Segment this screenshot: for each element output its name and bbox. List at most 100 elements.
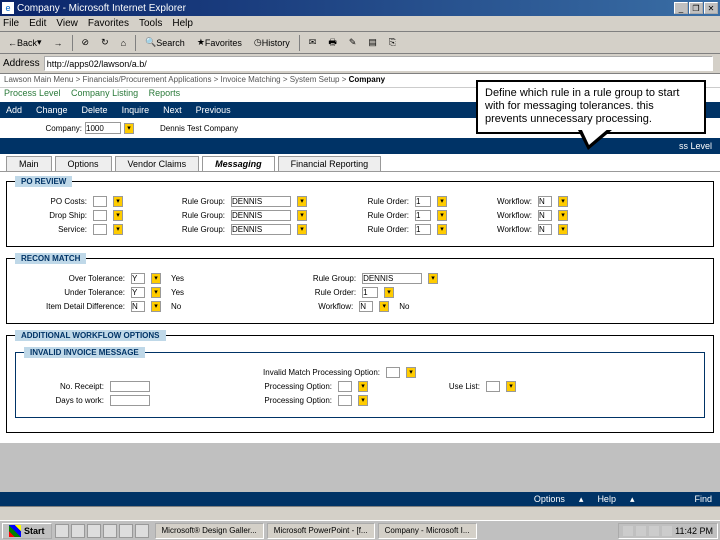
dd-icon[interactable]: ▾	[151, 287, 161, 298]
close-button[interactable]: ✕	[704, 2, 718, 14]
tab-messaging[interactable]: Messaging	[202, 156, 275, 171]
service-input[interactable]	[93, 224, 107, 235]
rule-order-input[interactable]	[415, 224, 431, 235]
no-receipt-input[interactable]	[110, 381, 150, 392]
action-previous[interactable]: Previous	[196, 105, 231, 115]
rel-button[interactable]: ⎘	[384, 34, 401, 52]
quicklaunch-icon[interactable]	[119, 524, 133, 538]
invalid-match-input[interactable]	[386, 367, 400, 378]
restore-button[interactable]: ❐	[689, 2, 703, 14]
rule-group-input[interactable]	[231, 224, 291, 235]
action-inquire[interactable]: Inquire	[122, 105, 150, 115]
quicklaunch-icon[interactable]	[135, 524, 149, 538]
dd-icon[interactable]: ▾	[113, 224, 123, 235]
item-diff-input[interactable]	[131, 301, 145, 312]
favorites-button[interactable]: ★Favorites	[192, 34, 247, 52]
tab-main[interactable]: Main	[6, 156, 52, 171]
dd-icon[interactable]: ▾	[151, 301, 161, 312]
proc-option-input[interactable]	[338, 381, 352, 392]
subnav-company-listing[interactable]: Company Listing	[71, 88, 138, 98]
dd-icon[interactable]: ▾	[358, 381, 368, 392]
address-input[interactable]	[44, 56, 713, 71]
menu-edit[interactable]: Edit	[29, 18, 46, 29]
tab-financial[interactable]: Financial Reporting	[278, 156, 382, 171]
use-list-input[interactable]	[486, 381, 500, 392]
subnav-reports[interactable]: Reports	[149, 88, 181, 98]
discuss-button[interactable]: ▤	[363, 34, 382, 52]
home-button[interactable]: ⌂	[116, 34, 131, 52]
dd-icon[interactable]: ▾	[379, 301, 389, 312]
mail-button[interactable]: ✉	[304, 34, 322, 52]
dd-icon[interactable]: ▾	[358, 395, 368, 406]
subnav-process-level[interactable]: Process Level	[4, 88, 61, 98]
action-delete[interactable]: Delete	[82, 105, 108, 115]
dd-icon[interactable]: ▾	[151, 273, 161, 284]
menu-file[interactable]: File	[3, 18, 19, 29]
dd-icon[interactable]: ▾	[406, 367, 416, 378]
bottom-options[interactable]: Options	[534, 494, 565, 504]
workflow-input[interactable]	[538, 196, 552, 207]
back-button[interactable]: ← Back ▾	[3, 34, 47, 52]
dd-icon[interactable]: ▾	[297, 224, 307, 235]
days-input[interactable]	[110, 395, 150, 406]
history-button[interactable]: ◷History	[249, 34, 295, 52]
company-input[interactable]	[85, 122, 121, 134]
start-button[interactable]: Start	[2, 523, 52, 539]
rule-group-input[interactable]	[362, 273, 422, 284]
dd-icon[interactable]: ▾	[428, 273, 438, 284]
menu-favorites[interactable]: Favorites	[88, 18, 129, 29]
company-dd-icon[interactable]: ▾	[124, 123, 134, 134]
dd-icon[interactable]: ▾	[558, 196, 568, 207]
forward-button[interactable]: →	[49, 34, 68, 52]
dd-icon[interactable]: ▾	[437, 196, 447, 207]
search-button[interactable]: 🔍Search	[140, 34, 190, 52]
dd-icon[interactable]: ▾	[384, 287, 394, 298]
action-next[interactable]: Next	[163, 105, 182, 115]
tray-icon[interactable]	[623, 526, 633, 536]
dd-icon[interactable]: ▾	[506, 381, 516, 392]
dd-icon[interactable]: ▾	[558, 224, 568, 235]
workflow-input[interactable]	[359, 301, 373, 312]
menu-help[interactable]: Help	[172, 18, 193, 29]
menu-tools[interactable]: Tools	[139, 18, 162, 29]
over-tol-input[interactable]	[131, 273, 145, 284]
dd-icon[interactable]: ▾	[113, 196, 123, 207]
quicklaunch-icon[interactable]	[87, 524, 101, 538]
rule-group-input[interactable]	[231, 196, 291, 207]
rule-group-input[interactable]	[231, 210, 291, 221]
action-add[interactable]: Add	[6, 105, 22, 115]
quicklaunch-icon[interactable]	[71, 524, 85, 538]
rule-order-input[interactable]	[362, 287, 378, 298]
dd-icon[interactable]: ▾	[113, 210, 123, 221]
drop-ship-input[interactable]	[93, 210, 107, 221]
menu-view[interactable]: View	[56, 18, 78, 29]
quicklaunch-icon[interactable]	[103, 524, 117, 538]
tab-vendor-claims[interactable]: Vendor Claims	[115, 156, 200, 171]
tab-options[interactable]: Options	[55, 156, 112, 171]
rule-order-input[interactable]	[415, 210, 431, 221]
dd-icon[interactable]: ▾	[297, 196, 307, 207]
dd-icon[interactable]: ▾	[558, 210, 568, 221]
tray-icon[interactable]	[649, 526, 659, 536]
task-button[interactable]: Microsoft® Design Galler...	[155, 523, 264, 539]
workflow-input[interactable]	[538, 224, 552, 235]
tray-icon[interactable]	[662, 526, 672, 536]
stop-button[interactable]: ⊘	[77, 34, 95, 52]
dd-icon[interactable]: ▾	[437, 210, 447, 221]
quicklaunch-icon[interactable]	[55, 524, 69, 538]
workflow-input[interactable]	[538, 210, 552, 221]
action-change[interactable]: Change	[36, 105, 68, 115]
dd-icon[interactable]: ▾	[437, 224, 447, 235]
refresh-button[interactable]: ↻	[96, 34, 114, 52]
minimize-button[interactable]: _	[674, 2, 688, 14]
task-button[interactable]: Microsoft PowerPoint - [f...	[267, 523, 375, 539]
rule-order-input[interactable]	[415, 196, 431, 207]
edit-button[interactable]: ✎	[344, 34, 362, 52]
dd-icon[interactable]: ▾	[297, 210, 307, 221]
po-costs-input[interactable]	[93, 196, 107, 207]
task-button[interactable]: Company - Microsoft I...	[378, 523, 477, 539]
proc-option-input[interactable]	[338, 395, 352, 406]
print-button[interactable]: 🖶	[323, 34, 342, 52]
under-tol-input[interactable]	[131, 287, 145, 298]
bottom-help[interactable]: Help	[597, 494, 616, 504]
